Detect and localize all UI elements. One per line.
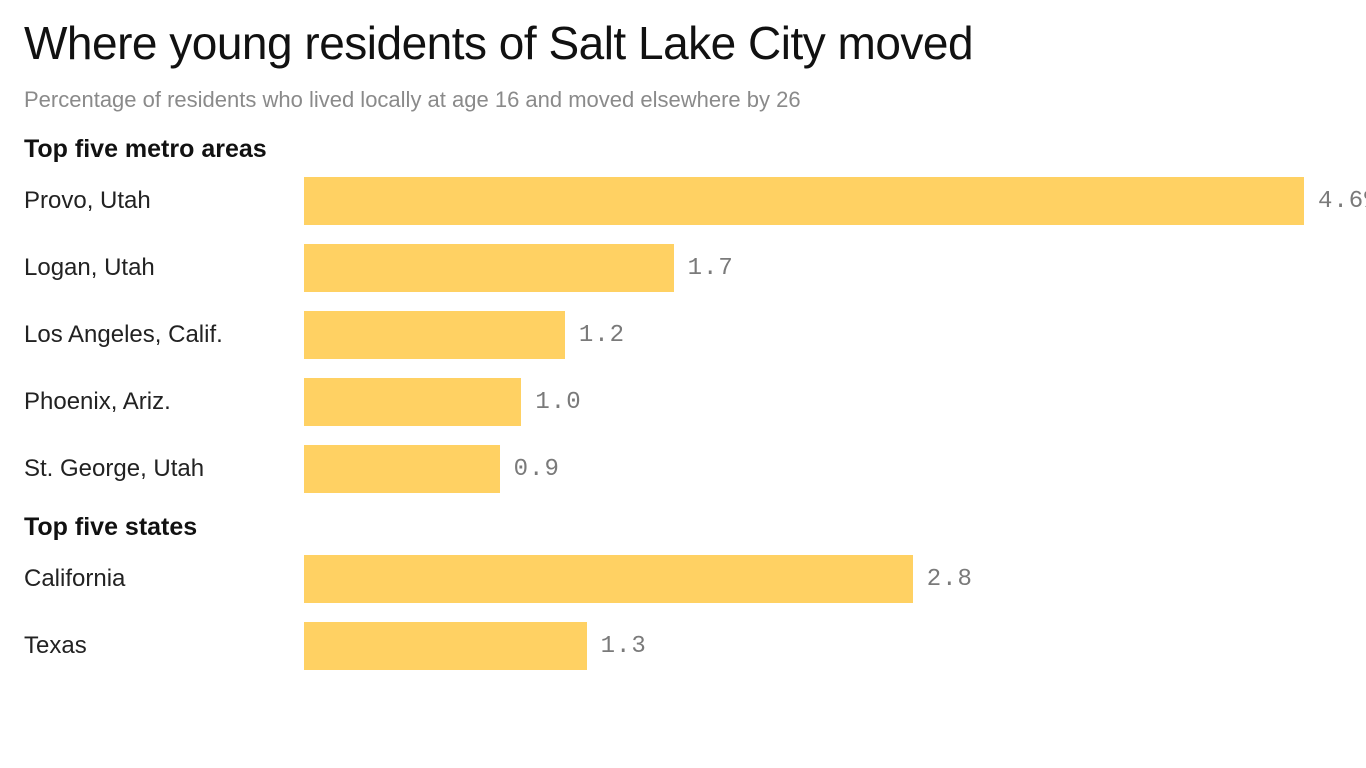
chart-row: Provo, Utah4.6% — [24, 174, 1342, 229]
chart-subtitle: Percentage of residents who lived locall… — [24, 87, 1342, 113]
chart-sections: Top five metro areas Provo, Utah4.6% Logan… — [24, 135, 1342, 674]
chart-title: Where young residents of Salt Lake City … — [24, 18, 1342, 69]
row-label: Texas — [24, 632, 304, 660]
bar — [304, 378, 521, 426]
chart-row: St. George, Utah 0.9 — [24, 442, 1342, 497]
value-label: 2.8 — [927, 566, 973, 593]
bar-area: 2.8 — [304, 552, 1342, 607]
bar-area: 4.6% — [304, 174, 1366, 229]
bar-area: 0.9 — [304, 442, 1342, 497]
bar — [304, 445, 500, 493]
bar — [304, 622, 587, 670]
value-label: 1.3 — [601, 633, 647, 660]
chart-container: Where young residents of Salt Lake City … — [0, 0, 1366, 674]
bar — [304, 244, 674, 292]
chart-row: Phoenix, Ariz. 1.0 — [24, 375, 1342, 430]
bar-area: 1.3 — [304, 619, 1342, 674]
row-label: Phoenix, Ariz. — [24, 388, 304, 416]
bar — [304, 177, 1304, 225]
row-label: California — [24, 565, 304, 593]
row-label: Los Angeles, Calif. — [24, 321, 304, 349]
chart-row: Texas 1.3 — [24, 619, 1342, 674]
bar-area: 1.2 — [304, 308, 1342, 363]
value-label: 1.2 — [579, 322, 625, 349]
bar-area: 1.7 — [304, 241, 1342, 296]
value-label: 4.6% — [1318, 188, 1366, 215]
chart-row: California 2.8 — [24, 552, 1342, 607]
row-label: Logan, Utah — [24, 254, 304, 282]
bar — [304, 555, 913, 603]
row-label: Provo, Utah — [24, 187, 304, 215]
value-label: 1.0 — [535, 389, 581, 416]
value-label: 1.7 — [688, 255, 734, 282]
section-heading: Top five states — [24, 513, 1342, 542]
section-heading: Top five metro areas — [24, 135, 1342, 164]
bar — [304, 311, 565, 359]
chart-row: Los Angeles, Calif. 1.2 — [24, 308, 1342, 363]
chart-row: Logan, Utah 1.7 — [24, 241, 1342, 296]
bar-area: 1.0 — [304, 375, 1342, 430]
row-label: St. George, Utah — [24, 455, 304, 483]
value-label: 0.9 — [514, 456, 560, 483]
